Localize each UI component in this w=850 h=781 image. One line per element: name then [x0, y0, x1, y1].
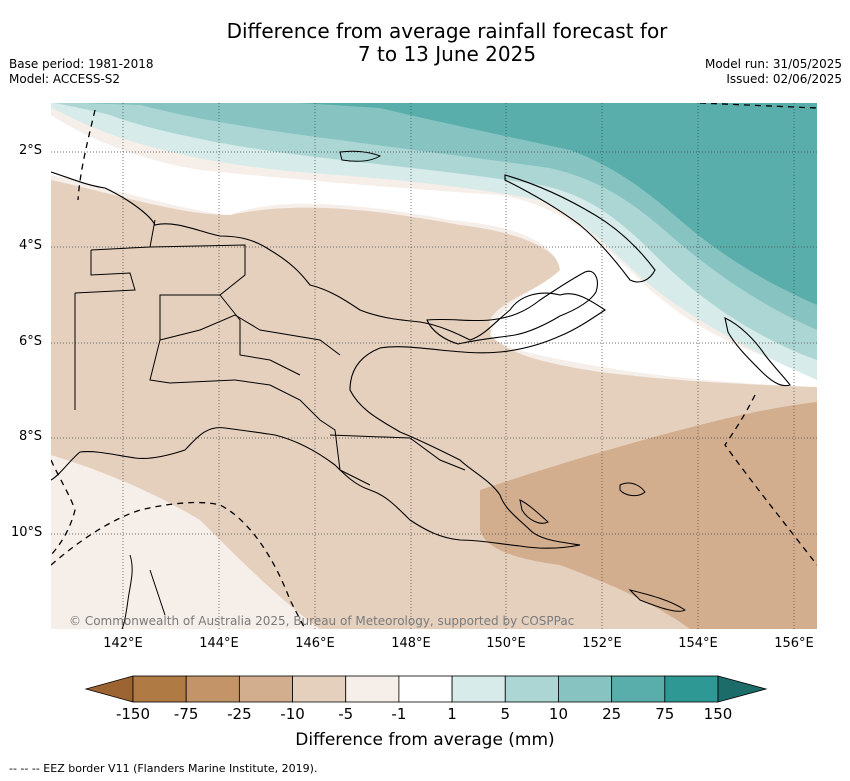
coastline-new-britain [426, 270, 598, 345]
graticule [51, 103, 817, 629]
colorbar-tick-label: -5 [338, 705, 354, 723]
issued-date: Issued: 02/06/2025 [726, 72, 842, 86]
colorbar-extend-high [717, 675, 768, 703]
title-line-1: Difference from average rainfall forecas… [226, 19, 668, 43]
copyright-notice: © Commonwealth of Australia 2025, Bureau… [69, 614, 575, 628]
eez-borders [51, 103, 817, 629]
eez-footnote: -- -- -- EEZ border V11 (Flanders Marine… [9, 762, 318, 775]
lon-label-148e: 148°E [391, 636, 431, 651]
colorbar-segment [504, 675, 559, 703]
coastline-new-guinea [51, 171, 606, 549]
colorbar-tick-label: 75 [655, 705, 675, 723]
rainfall-map [51, 103, 817, 629]
colorbar-tick-label: -1 [391, 705, 407, 723]
lon-label-152e: 152°E [582, 636, 622, 651]
colorbar-segment [132, 675, 187, 703]
colorbar-tick-label: -75 [173, 705, 199, 723]
coastline-bougainville [724, 317, 791, 387]
lon-label-142e: 142°E [103, 636, 143, 651]
colorbar-segment [664, 675, 719, 703]
lat-label-6s: 6°S [19, 334, 43, 349]
lon-label-154e: 154°E [678, 636, 718, 651]
colorbar-tick-label: 25 [602, 705, 622, 723]
lat-label-10s: 10°S [11, 525, 43, 540]
colorbar-segment [292, 675, 347, 703]
colorbar-tick-label: 150 [703, 705, 733, 723]
colorbar-segment [238, 675, 293, 703]
lon-label-150e: 150°E [486, 636, 526, 651]
band-plus25-plus75 [300, 103, 817, 305]
lat-label-8s: 8°S [19, 429, 43, 444]
model-name: Model: ACCESS-S2 [9, 72, 121, 86]
colorbar-segment [451, 675, 506, 703]
lat-label-2s: 2°S [19, 143, 43, 158]
map-title: Difference from average rainfall forecas… [0, 20, 850, 66]
colorbar-title: Difference from average (mm) [295, 730, 555, 750]
lat-label-4s: 4°S [19, 238, 43, 253]
colorbar-tick-label: 1 [447, 705, 457, 723]
colorbar-tick-label: 10 [548, 705, 568, 723]
provincial-borders [74, 219, 466, 486]
colorbar-tick-label: -150 [115, 705, 151, 723]
colorbar [84, 675, 768, 703]
colorbar-extend-low [84, 675, 134, 703]
colorbar-tick-label: -25 [227, 705, 252, 723]
coastline-islands-se [519, 482, 686, 612]
colorbar-segment [558, 675, 613, 703]
base-period: Base period: 1981-2018 [9, 57, 154, 71]
run-info: Model run: 31/05/2025 Issued: 02/06/2025 [705, 57, 842, 87]
lon-label-146e: 146°E [295, 636, 335, 651]
coastline-new-ireland [504, 174, 656, 283]
model-run-date: Model run: 31/05/2025 [704, 57, 842, 71]
band-minus25-minus10 [480, 402, 817, 629]
title-line-2: 7 to 13 June 2025 [357, 42, 537, 66]
lon-label-144e: 144°E [199, 636, 239, 651]
coastline-manus [339, 150, 382, 162]
coastline-cape-york [121, 554, 166, 629]
colorbar-segment [611, 675, 666, 703]
lon-label-156e: 156°E [774, 636, 814, 651]
colorbar-segment [345, 675, 400, 703]
model-info: Base period: 1981-2018 Model: ACCESS-S2 [9, 57, 154, 87]
colorbar-segment [398, 675, 453, 703]
colorbar-tick-label: -10 [280, 705, 305, 723]
colorbar-tick-label: 5 [500, 705, 511, 723]
band-minus1-plus1 [51, 115, 817, 387]
colorbar-segment [185, 675, 240, 703]
